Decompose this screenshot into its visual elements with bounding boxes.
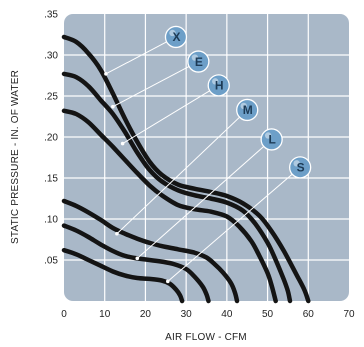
y-axis-title: STATIC PRESSURE - IN. OF WATER bbox=[10, 70, 21, 244]
leader-line-s bbox=[167, 166, 301, 282]
marker-ball-e bbox=[187, 50, 210, 73]
leader-dot-m bbox=[115, 231, 119, 236]
marker-highlight-l bbox=[264, 132, 272, 139]
curve-h bbox=[61, 108, 278, 304]
curve-s bbox=[61, 247, 185, 304]
marker-highlight-h bbox=[212, 78, 219, 85]
x-tick-label: 50 bbox=[262, 309, 274, 320]
y-tick-label: .05 bbox=[44, 256, 58, 267]
marker-ball-h bbox=[207, 74, 230, 97]
x-tick-label: 70 bbox=[343, 309, 355, 320]
curve-marker-l: L bbox=[260, 128, 283, 151]
curve-label-h: H bbox=[215, 79, 224, 93]
y-tick-label: .30 bbox=[44, 51, 58, 62]
x-axis-ticks: 0 10 20 30 40 50 60 70 bbox=[61, 309, 355, 320]
plot-area bbox=[64, 14, 349, 301]
leader-dot-s bbox=[166, 279, 170, 284]
leader-dot-e bbox=[111, 104, 115, 109]
marker-ball-m bbox=[236, 98, 259, 122]
x-tick-label: 60 bbox=[303, 309, 315, 320]
y-tick-label: .25 bbox=[44, 92, 58, 103]
y-tick-label: .10 bbox=[44, 215, 58, 226]
y-axis-ticks: .05 .10 .15 .20 .25 .30 .35 bbox=[44, 10, 58, 267]
marker-ball-x bbox=[164, 25, 188, 49]
leader-dot-h bbox=[120, 141, 125, 146]
performance-curves bbox=[61, 34, 311, 304]
curve-e bbox=[61, 71, 293, 304]
marker-highlight-x bbox=[169, 29, 176, 37]
curve-l bbox=[61, 223, 211, 304]
curve-label-x: X bbox=[172, 30, 180, 44]
curve-m bbox=[61, 198, 240, 304]
x-tick-label: 40 bbox=[221, 309, 233, 320]
x-tick-label: 0 bbox=[61, 309, 67, 320]
marker-highlight-e bbox=[191, 54, 199, 61]
leader-dot-x bbox=[104, 72, 108, 76]
leader-line-e bbox=[112, 61, 199, 108]
x-tick-label: 30 bbox=[181, 309, 193, 320]
curve-marker-s: S bbox=[288, 156, 312, 179]
leader-line-m bbox=[116, 109, 248, 235]
curve-marker-e: E bbox=[187, 50, 210, 73]
marker-ball-s bbox=[288, 156, 312, 179]
curve-label-m: M bbox=[243, 103, 253, 117]
leader-line-l bbox=[136, 139, 272, 259]
curve-label-e: E bbox=[195, 55, 203, 69]
x-tick-label: 10 bbox=[99, 309, 111, 320]
grid-lines bbox=[64, 14, 349, 301]
curve-label-s: S bbox=[297, 161, 305, 175]
leader-line-h bbox=[122, 84, 219, 144]
curve-marker-x: X bbox=[164, 25, 188, 49]
x-axis-title: AIR FLOW - CFM bbox=[165, 332, 247, 343]
leader-line-x bbox=[105, 36, 177, 75]
curve-callouts: X EH M L S bbox=[104, 25, 312, 284]
marker-ball-l bbox=[260, 128, 283, 151]
curve-label-l: L bbox=[268, 133, 275, 147]
y-tick-label: .15 bbox=[44, 174, 58, 185]
y-tick-label: .20 bbox=[44, 133, 58, 144]
curve-marker-m: M bbox=[236, 98, 259, 122]
x-tick-label: 20 bbox=[140, 309, 152, 320]
leader-dot-l bbox=[135, 256, 140, 261]
y-tick-label: .35 bbox=[44, 10, 58, 21]
curve-x bbox=[61, 34, 311, 304]
marker-highlight-m bbox=[240, 102, 247, 110]
marker-highlight-s bbox=[293, 160, 300, 167]
curve-marker-h: H bbox=[207, 74, 230, 97]
